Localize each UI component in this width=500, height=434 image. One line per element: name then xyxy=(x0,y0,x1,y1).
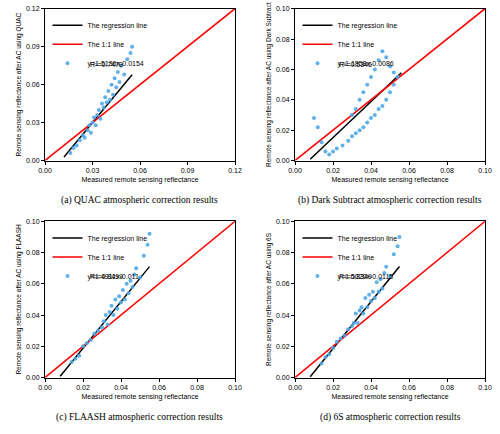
svg-text:0.02: 0.02 xyxy=(326,384,340,391)
svg-text:0.04: 0.04 xyxy=(364,167,378,174)
svg-text:0.03: 0.03 xyxy=(26,119,40,126)
svg-text:0.09: 0.09 xyxy=(181,167,195,174)
svg-text:The 1:1 line: The 1:1 line xyxy=(88,41,125,48)
svg-text:0.00: 0.00 xyxy=(276,374,290,381)
svg-text:0.10: 0.10 xyxy=(228,384,242,391)
svg-text:Remote sensing reflectance aft: Remote sensing reflectance after AC usin… xyxy=(265,232,273,366)
svg-text:0.02: 0.02 xyxy=(276,127,290,134)
svg-text:The regression line: The regression line xyxy=(338,235,398,243)
svg-text:0.04: 0.04 xyxy=(364,384,378,391)
svg-text:The 1:1 line: The 1:1 line xyxy=(338,254,375,261)
svg-text:0.10: 0.10 xyxy=(276,218,290,225)
svg-text:The 1:1 line: The 1:1 line xyxy=(338,41,375,48)
svg-text:Remote sensing reflectance aft: Remote sensing reflectance after AC usin… xyxy=(15,12,23,156)
svg-text:0.04: 0.04 xyxy=(276,96,290,103)
svg-text:0.08: 0.08 xyxy=(440,167,454,174)
svg-text:Remote sensing reflectance aft: Remote sensing reflectance after AC usin… xyxy=(265,2,273,167)
svg-text:0.08: 0.08 xyxy=(26,249,40,256)
svg-text:R²=0.8349: R²=0.8349 xyxy=(339,273,372,280)
svg-text:0.04: 0.04 xyxy=(26,312,40,319)
svg-text:R²=0.7470: R²=0.7470 xyxy=(90,61,123,68)
svg-text:0.02: 0.02 xyxy=(326,167,340,174)
svg-text:0.10: 0.10 xyxy=(478,384,492,391)
svg-text:0.02: 0.02 xyxy=(26,343,40,350)
svg-text:0.06: 0.06 xyxy=(276,280,290,287)
svg-text:The regression line: The regression line xyxy=(338,22,398,30)
svg-text:(c) FLAASH atmospheric correct: (c) FLAASH atmospheric correction result… xyxy=(56,412,223,423)
svg-text:R²=0.5346: R²=0.5346 xyxy=(339,61,372,68)
svg-text:0.12: 0.12 xyxy=(228,167,242,174)
svg-text:0.10: 0.10 xyxy=(276,5,290,12)
svg-text:0.08: 0.08 xyxy=(190,384,204,391)
svg-text:0.06: 0.06 xyxy=(26,280,40,287)
svg-text:0.00: 0.00 xyxy=(276,157,290,164)
svg-text:(d) 6S atmospheric correction: (d) 6S atmospheric correction results xyxy=(320,412,461,423)
svg-text:0.00: 0.00 xyxy=(38,384,52,391)
svg-text:0.00: 0.00 xyxy=(288,384,302,391)
svg-text:0.04: 0.04 xyxy=(114,384,128,391)
svg-text:0.06: 0.06 xyxy=(26,81,40,88)
svg-text:0.06: 0.06 xyxy=(152,384,166,391)
svg-text:The regression line: The regression line xyxy=(88,22,148,30)
svg-text:0.08: 0.08 xyxy=(440,384,454,391)
svg-text:R²=0.8499: R²=0.8499 xyxy=(90,273,123,280)
svg-text:y=1.4911x-0.011: y=1.4911x-0.011 xyxy=(88,273,139,281)
svg-text:0.12: 0.12 xyxy=(26,5,40,12)
svg-text:0.06: 0.06 xyxy=(133,167,147,174)
svg-text:y=1.5136x-0.0154: y=1.5136x-0.0154 xyxy=(88,60,144,68)
svg-text:0.08: 0.08 xyxy=(276,249,290,256)
svg-text:0.04: 0.04 xyxy=(276,312,290,319)
svg-text:y=1.1858x-0.0086: y=1.1858x-0.0086 xyxy=(338,60,394,68)
svg-text:0.10: 0.10 xyxy=(26,218,40,225)
svg-text:The 1:1 line: The 1:1 line xyxy=(88,254,125,261)
svg-text:0.06: 0.06 xyxy=(402,167,416,174)
svg-text:0.00: 0.00 xyxy=(26,157,40,164)
svg-text:0.06: 0.06 xyxy=(402,384,416,391)
svg-text:(b) Dark Subtract atmospheric: (b) Dark Subtract atmospheric correction… xyxy=(298,195,482,206)
svg-text:(a) QUAC atmospheric correctio: (a) QUAC atmospheric correction results xyxy=(61,195,218,206)
svg-text:0.02: 0.02 xyxy=(76,384,90,391)
svg-text:Measured remote sensing reflec: Measured remote sensing reflectance xyxy=(81,393,198,401)
svg-text:0.00: 0.00 xyxy=(38,167,52,174)
svg-text:0.00: 0.00 xyxy=(26,374,40,381)
svg-text:0.00: 0.00 xyxy=(288,167,302,174)
svg-text:0.10: 0.10 xyxy=(478,167,492,174)
svg-text:0.09: 0.09 xyxy=(26,43,40,50)
svg-text:0.08: 0.08 xyxy=(276,36,290,43)
svg-text:Measured remote sensing reflec: Measured remote sensing reflectance xyxy=(331,176,448,184)
svg-text:Measured remote sensing reflec: Measured remote sensing reflectance xyxy=(81,176,198,184)
svg-text:The regression line: The regression line xyxy=(88,235,148,243)
svg-text:Remote sensing reflectance aft: Remote sensing reflectance after AC usin… xyxy=(15,224,23,375)
svg-text:y=1.5020x-0.0115: y=1.5020x-0.0115 xyxy=(338,273,394,281)
svg-text:0.03: 0.03 xyxy=(86,167,100,174)
svg-text:0.06: 0.06 xyxy=(276,66,290,73)
svg-text:Measured remote sensing reflec: Measured remote sensing reflectance xyxy=(331,393,448,401)
svg-text:0.02: 0.02 xyxy=(276,343,290,350)
